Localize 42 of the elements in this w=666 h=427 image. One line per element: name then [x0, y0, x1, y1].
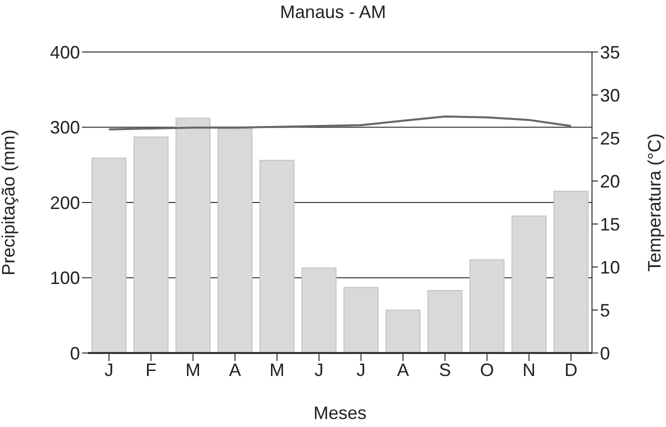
x-tick-label: J [314, 360, 324, 380]
x-axis-title: Meses [313, 403, 367, 423]
y2-tick-label: 10 [600, 257, 620, 278]
line-series [108, 116, 572, 130]
y-tick-label: 0 [70, 343, 80, 364]
y-axis-title: Precipitação (mm) [0, 129, 18, 276]
y2-tick-label: 5 [600, 300, 610, 320]
x-tick-label: M [270, 360, 284, 380]
y2-tick-label: 30 [600, 85, 620, 106]
y2-tick-label: 15 [600, 214, 620, 234]
bar [134, 136, 168, 353]
x-tick-label: F [146, 360, 156, 380]
bar [302, 267, 336, 353]
y2-tick-label: 35 [600, 42, 620, 62]
bar [386, 310, 420, 353]
x-tick-label: O [480, 360, 494, 380]
bar [554, 190, 588, 353]
bar [344, 287, 378, 353]
x-tick-label: J [104, 360, 114, 380]
x-tick-label: N [522, 360, 536, 380]
x-tick-label: M [186, 360, 200, 380]
y2-tick-label: 20 [600, 171, 620, 192]
bar [470, 259, 504, 353]
x-tick-label: S [438, 360, 452, 380]
y2-tick-label: 0 [600, 343, 610, 364]
bar [512, 216, 546, 353]
y2-tick-label: 25 [600, 128, 620, 148]
y-tick-label: 100 [50, 268, 80, 288]
y2-axis-title: Temperatura (°C) [644, 133, 664, 272]
y-tick-label: 200 [50, 192, 80, 213]
x-tick-label: A [396, 360, 410, 380]
y-tick-label: 400 [50, 42, 80, 62]
y-tick-label: 300 [50, 118, 80, 138]
bar [92, 158, 126, 353]
x-tick-label: A [228, 360, 242, 380]
x-tick-label: J [356, 360, 366, 380]
bar [218, 128, 252, 353]
x-tick-label: D [564, 360, 578, 380]
bar [260, 160, 294, 353]
bar [176, 118, 210, 353]
chart-title: Manaus - AM [278, 2, 388, 23]
bar [428, 290, 462, 353]
